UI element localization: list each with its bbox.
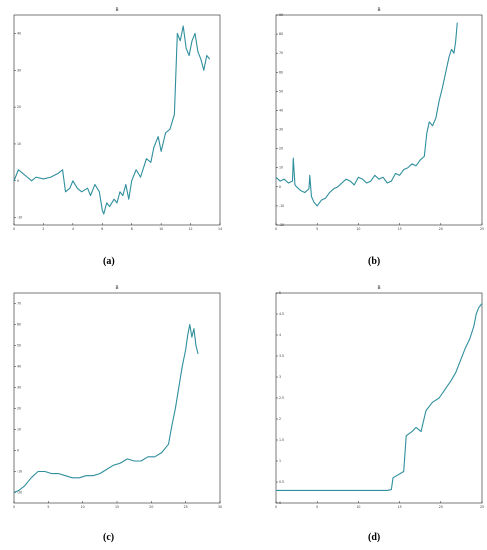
x-tick-label: 10 — [356, 227, 360, 231]
x-tick-label: 0 — [13, 227, 15, 231]
ticks-a: 0 2 4 6 8 10 12 14 -10 0 10 20 30 40 — [13, 31, 222, 231]
y-tick-label: 3 — [279, 375, 281, 379]
y-tick-label: 70 — [279, 51, 283, 55]
x-tick-label: 5 — [316, 227, 318, 231]
chart-panel-a: B 0 2 4 6 8 10 12 14 -10 0 10 20 30 40 — [13, 5, 222, 235]
y-tick-label: 2.5 — [279, 396, 284, 400]
y-tick-label: 5 — [279, 291, 281, 295]
x-tick-label: 10 — [81, 505, 85, 509]
x-tick-label: 10 — [159, 227, 163, 231]
series-line-a — [13, 25, 211, 215]
y-tick-label: 4 — [279, 333, 281, 337]
y-tick-label: 0 — [17, 179, 19, 183]
x-tick-label: 20 — [149, 505, 153, 509]
caption-c: (c) — [103, 532, 115, 543]
y-tick-label: -20 — [279, 223, 284, 227]
chart-title-c: B — [115, 285, 118, 291]
x-tick-label: 15 — [398, 227, 402, 231]
x-tick-label: 5 — [47, 505, 49, 509]
x-tick-label: 12 — [189, 227, 193, 231]
y-tick-label: 40 — [17, 31, 21, 35]
x-tick-label: 2 — [42, 227, 44, 231]
y-tick-label: 0 — [279, 501, 281, 505]
caption-d: (d) — [368, 532, 381, 543]
x-tick-label: 20 — [439, 505, 443, 509]
y-tick-label: -10 — [17, 216, 22, 220]
series-line-c — [13, 323, 199, 494]
x-tick-label: 10 — [356, 505, 360, 509]
y-tick-label: 1.5 — [279, 438, 284, 442]
chart-a: B 0 2 4 6 8 10 12 14 -10 0 10 20 30 40 — [13, 7, 222, 231]
x-tick-label: 25 — [480, 227, 484, 231]
y-tick-label: 30 — [17, 386, 21, 390]
chart-panel-d: B 0 5 10 15 20 25 0 0.5 1 1.5 2 2.5 3 3.5 4 4.5 5 — [275, 283, 484, 513]
chart-title-a: B — [115, 7, 118, 13]
x-tick-label: 25 — [184, 505, 188, 509]
ticks-b: 0 5 10 15 20 25 -20 -10 0 10 20 30 40 50 60 70 80 90 — [275, 13, 484, 231]
series-line-b — [275, 22, 458, 207]
y-tick-label: 1 — [279, 459, 281, 463]
x-tick-label: 6 — [101, 227, 103, 231]
x-tick-label: 4 — [72, 227, 74, 231]
y-tick-label: 10 — [17, 428, 21, 432]
chart-panel-c: B 0 5 10 15 20 25 30 -20 -10 0 10 20 30 40 50 60 70 — [13, 283, 222, 513]
y-tick-label: 0 — [279, 185, 281, 189]
caption-b: (b) — [368, 256, 381, 267]
y-tick-label: 60 — [17, 323, 21, 327]
plot-frame-a — [13, 14, 221, 226]
x-tick-label: 20 — [439, 227, 443, 231]
chart-title-b: B — [377, 7, 380, 13]
plot-frame-c — [13, 292, 221, 504]
chart-panel-b: B 0 5 10 15 20 25 -20 -10 0 10 20 30 40 50 60 70 80 90 — [275, 5, 484, 235]
y-tick-label: 20 — [17, 407, 21, 411]
y-tick-label: 40 — [17, 365, 21, 369]
x-tick-label: 15 — [398, 505, 402, 509]
x-tick-label: 0 — [13, 505, 15, 509]
y-tick-label: 90 — [279, 13, 283, 17]
chart-title-d: B — [377, 285, 380, 291]
y-tick-label: 4.5 — [279, 312, 284, 316]
y-tick-label: -20 — [17, 491, 22, 495]
plot-frame-b — [275, 14, 483, 226]
chart-b: B 0 5 10 15 20 25 -20 -10 0 10 20 30 40 50 60 70 80 90 — [275, 7, 484, 231]
ticks-d: 0 5 10 15 20 25 0 0.5 1 1.5 2 2.5 3 3.5 4 4.5 5 — [275, 291, 484, 509]
x-tick-label: 0 — [275, 227, 277, 231]
y-tick-label: 40 — [279, 108, 283, 112]
x-tick-label: 30 — [218, 505, 222, 509]
x-tick-label: 15 — [115, 505, 119, 509]
y-tick-label: -10 — [279, 204, 284, 208]
x-tick-label: 5 — [316, 505, 318, 509]
y-tick-label: 50 — [279, 89, 283, 93]
y-tick-label: 80 — [279, 32, 283, 36]
y-tick-label: 0 — [17, 449, 19, 453]
y-tick-label: 60 — [279, 70, 283, 74]
y-tick-label: 2 — [279, 417, 281, 421]
y-tick-label: 30 — [279, 128, 283, 132]
y-tick-label: 50 — [17, 344, 21, 348]
x-tick-label: 14 — [218, 227, 222, 231]
ticks-c: 0 5 10 15 20 25 30 -20 -10 0 10 20 30 40 50 60 70 — [13, 302, 222, 510]
plot-frame-d — [275, 292, 483, 504]
y-tick-label: 10 — [279, 166, 283, 170]
caption-a: (a) — [103, 256, 115, 267]
x-tick-label: 8 — [131, 227, 133, 231]
x-tick-label: 0 — [275, 505, 277, 509]
y-tick-label: 3.5 — [279, 354, 284, 358]
series-line-d — [276, 303, 483, 491]
y-tick-label: 20 — [17, 105, 21, 109]
x-tick-label: 25 — [480, 505, 484, 509]
y-tick-label: 10 — [17, 142, 21, 146]
y-tick-label: 70 — [17, 302, 21, 306]
chart-d: B 0 5 10 15 20 25 0 0.5 1 1.5 2 2.5 3 3.5 4 4.5 5 — [275, 285, 484, 509]
chart-c: B 0 5 10 15 20 25 30 -20 -10 0 10 20 30 40 50 60 70 — [13, 285, 222, 510]
y-tick-label: 30 — [17, 68, 21, 72]
y-tick-label: 0.5 — [279, 480, 284, 484]
y-tick-label: -10 — [17, 470, 22, 474]
y-tick-label: 20 — [279, 147, 283, 151]
